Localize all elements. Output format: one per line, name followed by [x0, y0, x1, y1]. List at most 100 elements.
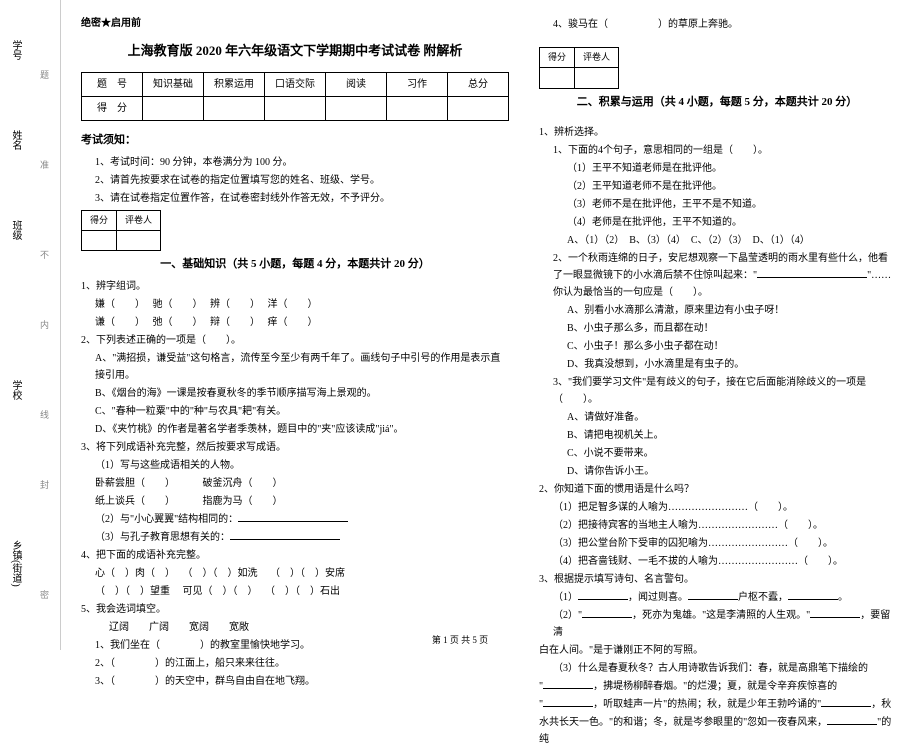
score-cell[interactable] [448, 97, 509, 121]
gutter-dash: 线 [38, 410, 51, 423]
q3-cell: 破釜沉舟（ ） [203, 478, 283, 489]
p2q1-sub2: 2、一个秋雨连绵的日子，安尼想观察一下晶莹透明的雨水里有些什么，他看了一眼显微镜… [539, 250, 895, 301]
q4-cell: 心（ ）肉（ ） [95, 568, 170, 579]
q4-stem: 4、把下面的成语补充完整。 [81, 547, 509, 564]
p2q3-post: ，秋 [871, 699, 891, 710]
q4-cell: 可见（ ）（ ） [183, 586, 253, 597]
p2q3-mid: ，死亦为鬼雄。"这是李清照的人生观。" [632, 610, 810, 621]
gutter-dash: 不 [38, 250, 51, 263]
p2q1-opt: （1）王平不知道老师是在批评他。 [539, 160, 895, 177]
q4-cell: （ ）（ ）望重 [95, 586, 170, 597]
content-columns: 绝密★启用前 上海教育版 2020 年六年级语文下学期期中考试试卷 附解析 题 … [61, 0, 920, 650]
q5-item4: 4、骏马在（ ）的草原上奔驰。 [539, 16, 895, 33]
q3-sub: （1）写与这些成语相关的人物。 [81, 457, 509, 474]
q4-cell: （ ）（ ）石出 [265, 586, 340, 597]
score-cell[interactable] [326, 97, 387, 121]
score-cell[interactable] [204, 97, 265, 121]
q4-cell: （ ）（ ）如洗 [183, 568, 258, 579]
answer-blank[interactable] [821, 696, 871, 707]
q4-row: 心（ ）肉（ ） （ ）（ ）如洗 （ ）（ ）安席 [81, 565, 509, 582]
q2-stem: 2、下列表述正确的一项是（ ）。 [81, 332, 509, 349]
grader-cell: 评卷人 [117, 210, 161, 230]
answer-blank[interactable] [827, 714, 877, 725]
answer-blank[interactable] [757, 267, 867, 278]
grader-cell: 评卷人 [575, 48, 619, 68]
answer-blank[interactable] [788, 589, 838, 600]
gutter-label: 乡镇(街道) [8, 540, 23, 587]
answer-blank[interactable] [238, 511, 348, 522]
p2q3-pre: 水共长天一色。"的和谐；冬，就是岑参眼里的"忽如一夜春风来， [539, 717, 827, 728]
p2q1-opt: B、请把电视机关上。 [539, 427, 895, 444]
q1-cell: 驰（ ） [153, 299, 198, 310]
p2q2-item: （2）把接待宾客的当地主人喻为……………………（ ）。 [539, 517, 895, 534]
q4-cell: （ ）（ ）安席 [270, 568, 345, 579]
notice-item: 1、考试时间：90 分钟，本卷满分为 100 分。 [81, 154, 509, 171]
answer-blank[interactable] [688, 589, 738, 600]
gutter-label: 姓名 [8, 130, 23, 150]
p2q1-opt: C、小说不要带来。 [539, 445, 895, 462]
gutter-dash: 内 [38, 320, 51, 333]
gutter-label: 班级 [8, 220, 23, 240]
exam-title: 上海教育版 2020 年六年级语文下学期期中考试试卷 附解析 [81, 40, 509, 62]
score-header: 习作 [387, 73, 448, 97]
left-column: 绝密★启用前 上海教育版 2020 年六年级语文下学期期中考试试卷 附解析 题 … [81, 15, 509, 640]
grader-blank[interactable] [117, 231, 161, 251]
q1-cell: 辩（ ） [210, 317, 255, 328]
p2q3-pre: （1） [553, 592, 578, 603]
p2q1-opt: D、我真没想到，小水滴里是有虫子的。 [539, 356, 895, 373]
score-cell[interactable] [387, 97, 448, 121]
score-header: 知识基础 [143, 73, 204, 97]
q2-opt: D、《夹竹桃》的作者是著名学者季羡林，题目中的"夹"应该读成"jiá"。 [81, 421, 509, 438]
q3-sub: （2）与"小心翼翼"结构相同的： [81, 511, 509, 528]
q3-stem: 3、将下列成语补充完整，然后按要求写成语。 [81, 439, 509, 456]
p2q3-item: （3）什么是春夏秋冬？古人用诗歌告诉我们：春，就是高鼎笔下描绘的 [539, 660, 895, 677]
q1-row: 嫌（ ） 驰（ ） 辨（ ） 洋（ ） [81, 296, 509, 313]
grader-cell: 得分 [540, 48, 575, 68]
answer-blank[interactable] [543, 696, 593, 707]
grader-blank[interactable] [82, 231, 117, 251]
p2q3-post: 户枢不蠹， [738, 592, 788, 603]
p2q2-stem: 2、你知道下面的惯用语是什么吗？ [539, 481, 895, 498]
q1-cell: 嫌（ ） [95, 299, 140, 310]
answer-blank[interactable] [578, 589, 628, 600]
grader-blank[interactable] [575, 68, 619, 88]
q2-opt: B、《烟台的海》一课是按春夏秋冬的季节顺序描写海上景观的。 [81, 385, 509, 402]
score-cell[interactable] [143, 97, 204, 121]
p2q1-opt: B、小虫子那么多，而且都在动！ [539, 320, 895, 337]
page-footer: 第 1 页 共 5 页 [0, 633, 920, 646]
grader-blank[interactable] [540, 68, 575, 88]
p2q1-choices: A、（1）（2） B、（3）（4） C、（2）（3） D、（1）（4） [539, 232, 895, 249]
p2q1-stem: 1、辨析选择。 [539, 124, 895, 141]
q3-sub: （3）与孔子教育思想有关的： [81, 529, 509, 546]
section1-title: 一、基础知识（共 5 小题，每题 4 分，本题共计 20 分） [81, 255, 509, 274]
q3-sub-text: （3）与孔子教育思想有关的： [95, 532, 230, 543]
score-header: 积累运用 [204, 73, 265, 97]
q3-cell: 纸上谈兵（ ） [95, 496, 170, 507]
score-cell[interactable] [265, 97, 326, 121]
p2q3-stem: 3、根据提示填写诗句、名言警句。 [539, 571, 895, 588]
grader-table: 得分评卷人 [81, 210, 161, 252]
answer-blank[interactable] [230, 529, 340, 540]
gutter-dash: 题 [38, 70, 51, 83]
q1-cell: 谦（ ） [95, 317, 140, 328]
q5-stem: 5、我会选词填空。 [81, 601, 509, 618]
q1-row: 谦（ ） 弛（ ） 辩（ ） 痒（ ） [81, 314, 509, 331]
gutter-dash: 封 [38, 480, 51, 493]
q2-opt: A、"满招损，谦受益"这句格言，流传至今至少有两千年了。画线句子中引号的作用是表… [81, 350, 509, 384]
q5-item: 3、（ ）的天空中，群鸟自由自在地飞翔。 [81, 673, 509, 690]
right-column: 4、骏马在（ ）的草原上奔驰。 得分评卷人 二、积累与运用（共 4 小题，每题 … [539, 15, 895, 640]
score-header: 总分 [448, 73, 509, 97]
answer-blank[interactable] [810, 607, 860, 618]
notice-item: 2、请首先按要求在试卷的指定位置填写您的姓名、班级、学号。 [81, 172, 509, 189]
answer-blank[interactable] [543, 678, 593, 689]
q3-sub-text: （2）与"小心翼翼"结构相同的： [95, 514, 238, 525]
score-value-row: 得 分 [82, 97, 509, 121]
p2q1-opt: （3）老师不是在批评他，王平不是不知道。 [539, 196, 895, 213]
answer-blank[interactable] [582, 607, 632, 618]
score-header: 阅读 [326, 73, 387, 97]
gutter-dash: 密 [38, 590, 51, 603]
notice-item: 3、请在试卷指定位置作答，在试卷密封线外作答无效，不予评分。 [81, 190, 509, 207]
p2q1-opt: A、别看小水滴那么清澈，原来里边有小虫子呀！ [539, 302, 895, 319]
q3-cell: 卧薪尝胆（ ） [95, 478, 170, 489]
p2q1-sub3: 3、"我们要学习文件"是有歧义的句子，接在它后面能消除歧义的一项是（ ）。 [539, 374, 895, 408]
